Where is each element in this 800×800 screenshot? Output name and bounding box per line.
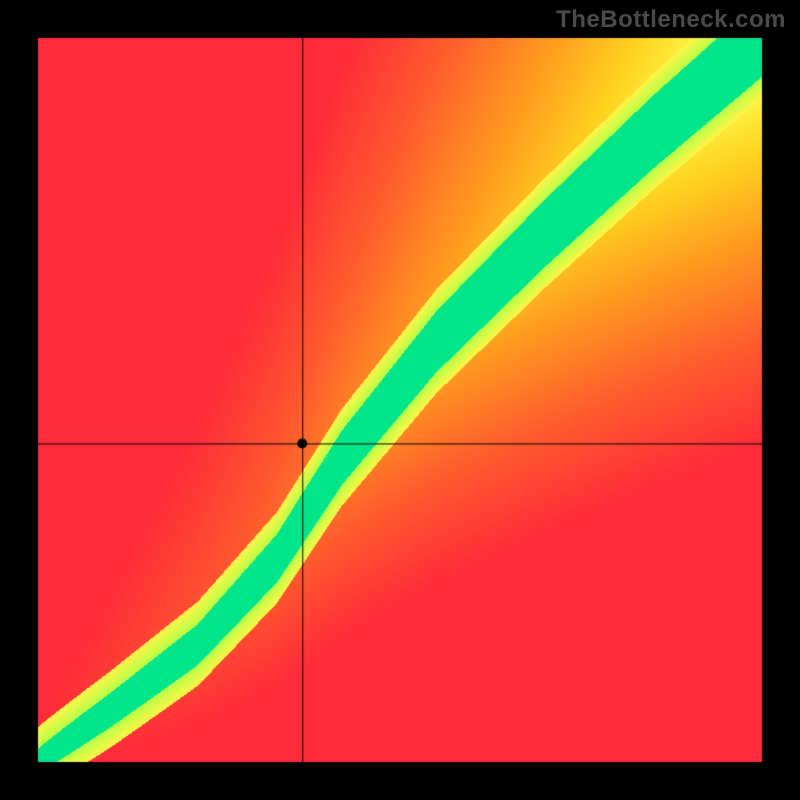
heatmap-canvas (0, 0, 800, 800)
chart-frame: TheBottleneck.com (0, 0, 800, 800)
watermark-text: TheBottleneck.com (556, 6, 786, 34)
